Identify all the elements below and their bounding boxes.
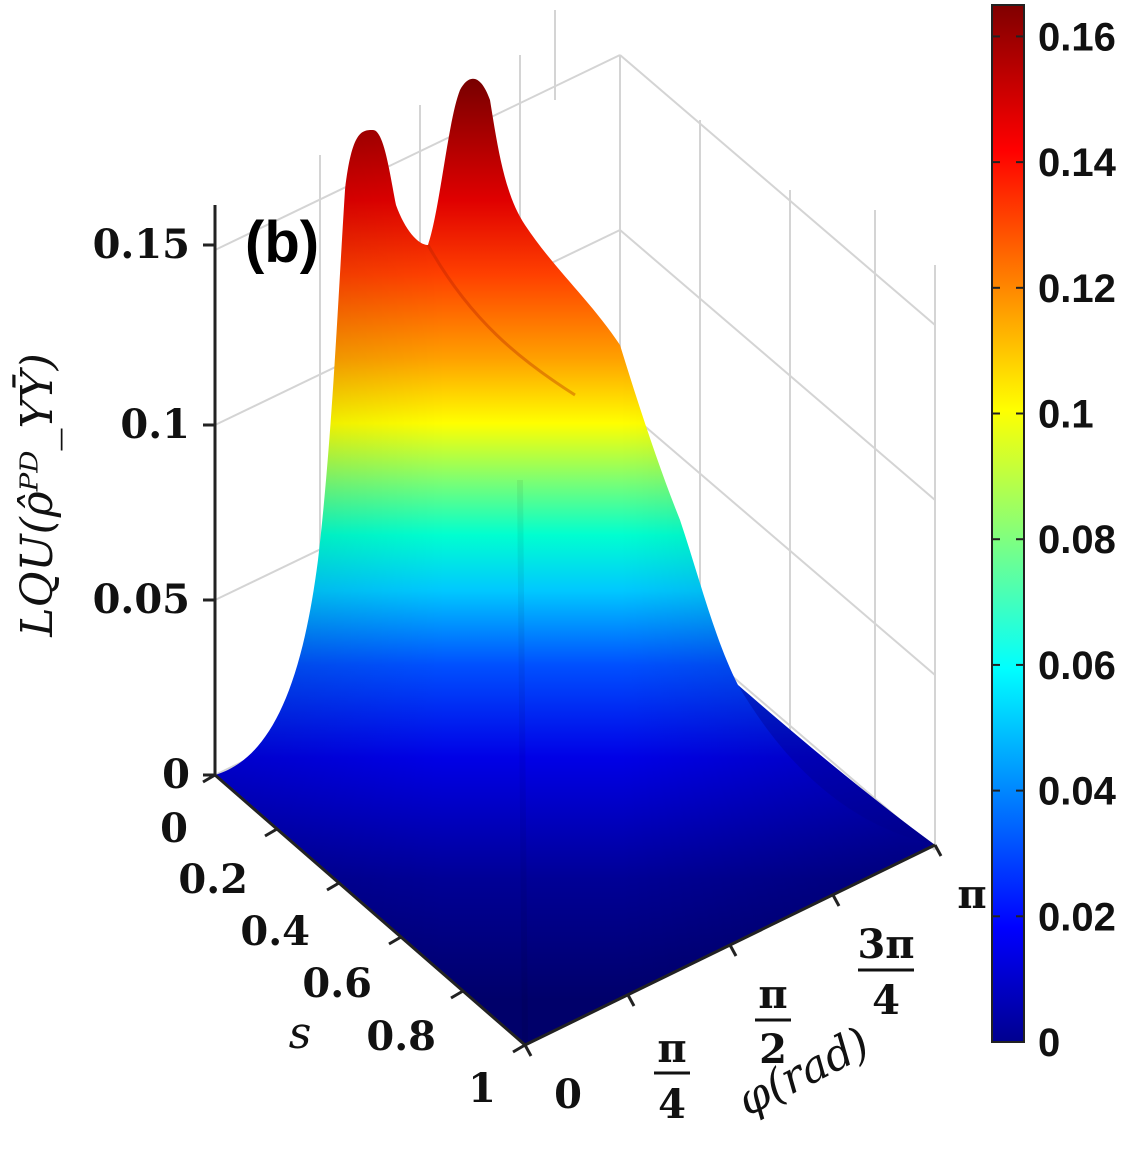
s-axis-line bbox=[214, 773, 526, 1047]
phi-tick-fraction: 3π 4 bbox=[857, 921, 914, 1024]
s-tick-label: 0 bbox=[160, 805, 188, 852]
phi-tick-denominator: 4 bbox=[872, 977, 900, 1024]
colorbar-tick-label: 0.16 bbox=[1038, 15, 1116, 59]
phi-tick-denominator: 2 bbox=[759, 1026, 787, 1073]
s-tick bbox=[388, 935, 402, 946]
phi-tick-denominator: 4 bbox=[658, 1081, 686, 1128]
z-axis-title: LQU(ρ̂ᴾᴰ_ΥῩ) bbox=[11, 353, 63, 638]
colorbar-ticks: 0 0.02 0.04 0.06 0.08 0.1 0.12 0.14 0.16 bbox=[992, 15, 1117, 1065]
grid-line bbox=[619, 404, 936, 676]
phi-tick-numerator: 3π bbox=[857, 921, 914, 968]
z-tick-label: 0.05 bbox=[93, 576, 190, 623]
surface-crease bbox=[517, 479, 528, 1046]
phi-tick-label: 0 bbox=[554, 1071, 582, 1118]
s-tick-label: 0.8 bbox=[366, 1013, 436, 1060]
panel-label: (b) bbox=[245, 210, 319, 275]
colorbar-tick-label: 0.1 bbox=[1038, 393, 1094, 437]
colorbar-gradient bbox=[991, 4, 1025, 1043]
z-tick-label: 0.15 bbox=[93, 221, 190, 268]
surface-valley-fold bbox=[426, 244, 576, 397]
phi-tick-numerator: π bbox=[758, 971, 787, 1018]
colorbar: 0 0.02 0.04 0.06 0.08 0.1 0.12 0.14 0.16 bbox=[991, 4, 1117, 1065]
phi-tick bbox=[728, 944, 738, 957]
s-tick bbox=[450, 989, 464, 1000]
colorbar-tick-label: 0.04 bbox=[1038, 770, 1117, 814]
colorbar-tick-label: 0.12 bbox=[1038, 267, 1116, 311]
phi-tick bbox=[933, 844, 943, 857]
z-tick-label: 0 bbox=[162, 751, 190, 798]
s-tick-label: 0.2 bbox=[178, 856, 248, 903]
grid-line bbox=[619, 229, 936, 501]
s-tick-labels: 0 0.2 0.4 0.6 0.8 1 bbox=[160, 805, 496, 1112]
surface-shade-left bbox=[215, 130, 525, 1045]
colorbar-tick-label: 0 bbox=[1038, 1021, 1060, 1065]
phi-tick-fraction: π 4 bbox=[654, 1025, 690, 1128]
phi-tick-label: π bbox=[957, 871, 986, 918]
s-tick bbox=[512, 1043, 526, 1054]
phi-tick-labels: 0 π 4 π 2 3π 4 π bbox=[554, 871, 987, 1128]
phi-axis-title: φ(rad) bbox=[729, 1017, 877, 1126]
z-tick-label: 0.1 bbox=[120, 401, 190, 448]
colorbar-tick-label: 0.14 bbox=[1038, 141, 1117, 185]
surface-shade-right bbox=[490, 100, 935, 1045]
s-tick-label: 0.6 bbox=[302, 960, 372, 1007]
s-axis-title: s bbox=[289, 1008, 312, 1059]
grid-line bbox=[214, 54, 621, 251]
surface bbox=[215, 78, 935, 1046]
axes bbox=[202, 205, 943, 1057]
grid-line bbox=[619, 54, 936, 326]
colorbar-tick-label: 0.02 bbox=[1038, 895, 1116, 939]
phi-tick-numerator: π bbox=[657, 1025, 686, 1072]
s-tick-label: 0.4 bbox=[240, 908, 310, 955]
z-tick-labels: 0.15 0.1 0.05 0 bbox=[93, 221, 190, 798]
s-tick bbox=[326, 881, 340, 892]
phi-tick bbox=[626, 994, 636, 1007]
phi-tick bbox=[523, 1044, 533, 1057]
s-tick bbox=[264, 827, 278, 838]
phi-tick-fraction: π 2 bbox=[755, 971, 791, 1073]
phi-tick bbox=[831, 894, 841, 907]
colorbar-tick-label: 0.06 bbox=[1038, 644, 1116, 688]
s-tick-label: 1 bbox=[468, 1065, 496, 1112]
s-tick bbox=[202, 773, 216, 784]
colorbar-tick-label: 0.08 bbox=[1038, 518, 1116, 562]
